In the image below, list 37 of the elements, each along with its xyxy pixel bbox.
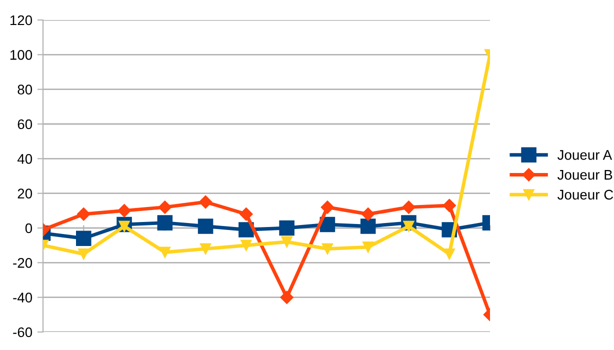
point: [402, 200, 416, 214]
legend-label: Joueur C: [557, 190, 614, 200]
point: [198, 195, 212, 209]
point: [77, 208, 90, 221]
legend-label: Joueur B: [557, 170, 612, 180]
y-tick-label: 120: [10, 15, 32, 26]
y-tick-label: -60: [13, 327, 32, 338]
point: [157, 215, 173, 230]
y-tick-label: -20: [13, 258, 32, 268]
y-tick-label: 80: [18, 84, 32, 95]
point: [280, 290, 294, 304]
point: [240, 208, 253, 221]
point: [322, 243, 334, 254]
point: [198, 218, 214, 234]
point: [76, 230, 92, 246]
point: [360, 218, 376, 234]
y-tick-label: 0: [25, 223, 32, 234]
point: [320, 216, 336, 232]
point: [442, 198, 456, 212]
point: [158, 200, 172, 214]
y-tick-label: -40: [13, 292, 32, 303]
point: [320, 200, 334, 214]
point: [159, 246, 170, 258]
point: [240, 240, 252, 251]
point: [362, 208, 375, 221]
y-tick-label: 60: [18, 119, 32, 130]
point: [78, 248, 90, 260]
point: [200, 243, 212, 254]
point: [281, 236, 292, 248]
point: [118, 204, 131, 218]
y-tick-label: 20: [18, 188, 32, 199]
legend-label: Joueur A: [557, 150, 612, 160]
y-tick-label: 40: [17, 154, 32, 164]
point: [279, 220, 294, 236]
y-tick-label: 100: [10, 50, 32, 60]
point: [362, 242, 374, 253]
point: [444, 248, 455, 260]
